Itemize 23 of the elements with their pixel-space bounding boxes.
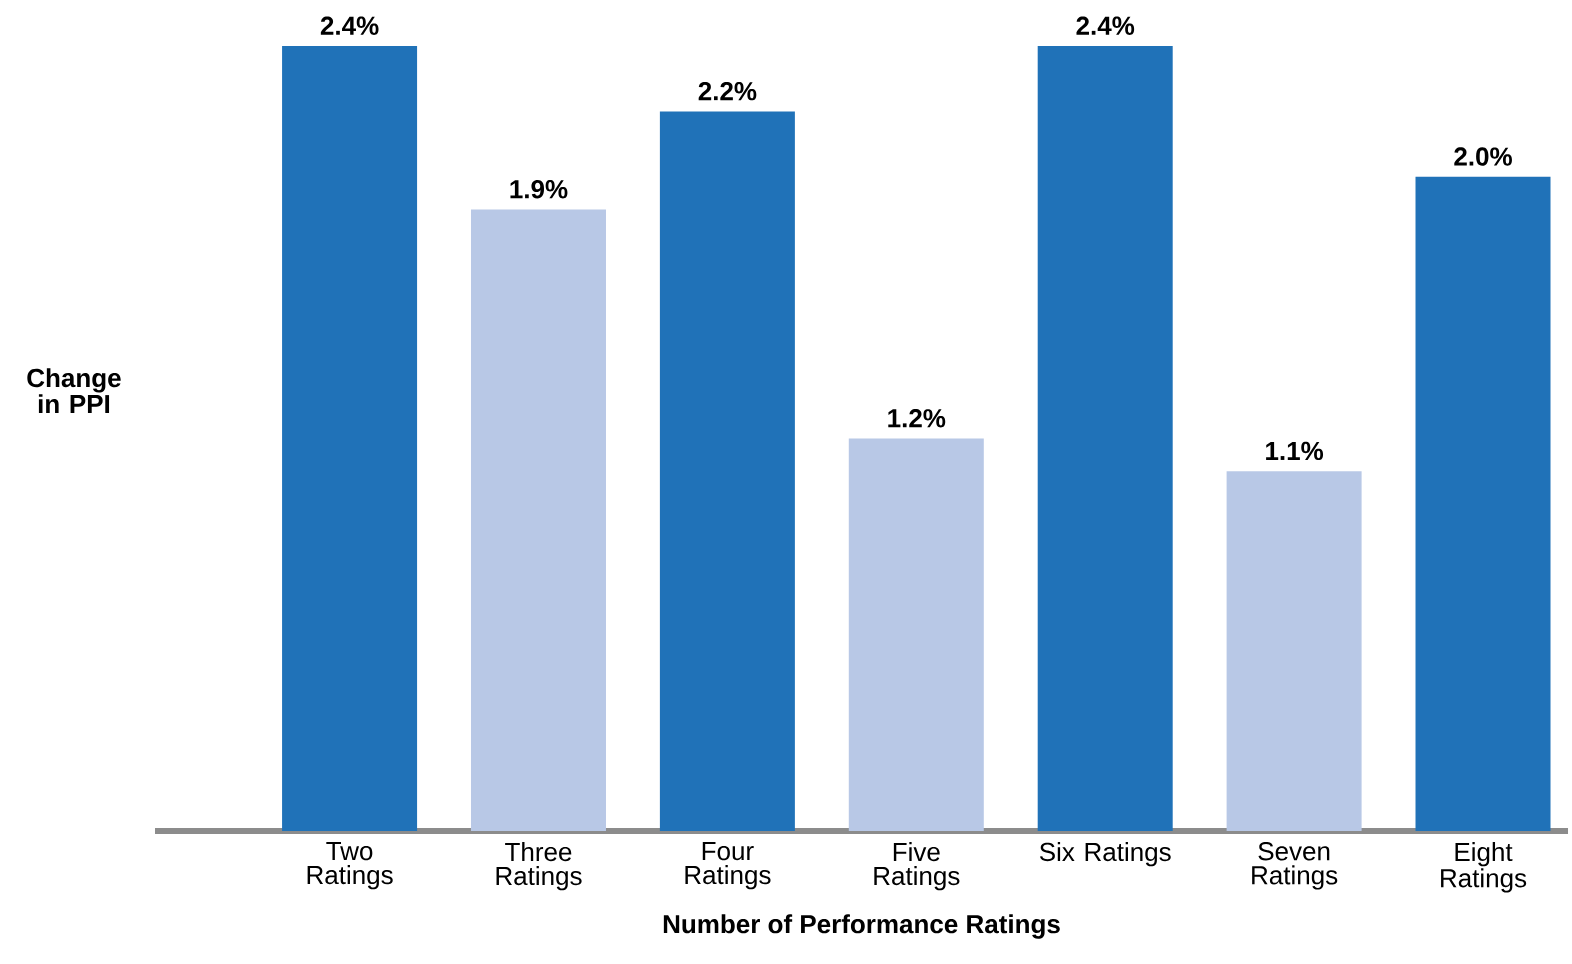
data-label: 1.1% xyxy=(1266,441,1324,461)
y-axis-title: Change in PPI xyxy=(27,368,121,413)
bar xyxy=(1037,45,1173,831)
bar xyxy=(1226,471,1362,831)
data-label: 2.2% xyxy=(698,81,757,101)
x-tick-label: Five Ratings xyxy=(874,842,960,891)
x-tick-label: Four Ratings xyxy=(685,842,771,890)
data-label: 2.0% xyxy=(1454,147,1512,166)
data-label: 2.4% xyxy=(1076,16,1135,35)
bar xyxy=(1415,176,1551,831)
x-tick-label: Eight Ratings xyxy=(1441,842,1527,893)
data-label: 2.4% xyxy=(320,16,379,35)
x-tick-label: Two Ratings xyxy=(307,842,393,890)
bar xyxy=(848,438,984,831)
x-tick-label: Six Ratings xyxy=(1039,842,1171,867)
data-label: 1.9% xyxy=(510,180,568,199)
bar xyxy=(470,209,606,831)
bar xyxy=(282,45,418,831)
x-axis-title: Number of Performance Ratings xyxy=(663,914,1060,939)
bar xyxy=(659,111,795,831)
x-tick-label: Seven Ratings xyxy=(1252,842,1338,890)
data-label: 1.2% xyxy=(888,409,946,428)
x-tick-label: Three Ratings xyxy=(496,842,582,891)
